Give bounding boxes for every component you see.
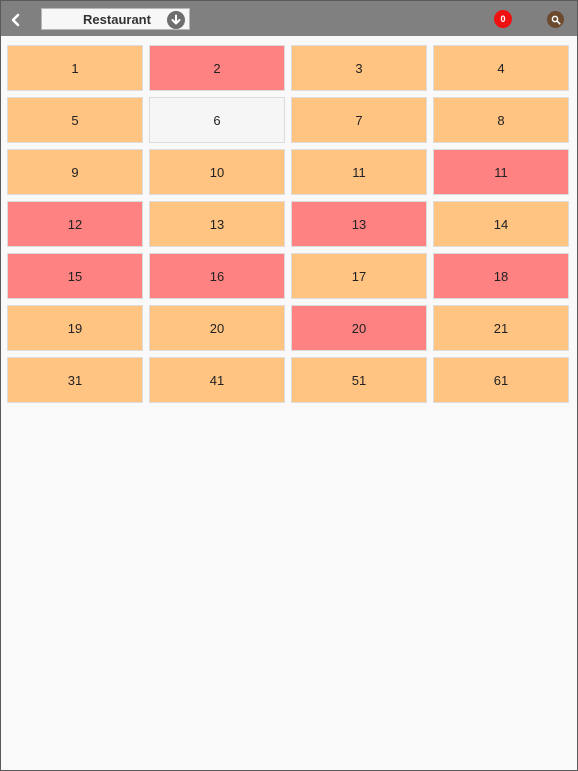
table-number: 61 <box>493 372 509 388</box>
table-number: 20 <box>351 320 367 336</box>
table-tile[interactable]: 5 <box>7 97 143 143</box>
table-tile[interactable]: 2 <box>149 45 285 91</box>
table-number: 5 <box>71 112 79 128</box>
table-tile[interactable]: 3 <box>291 45 427 91</box>
location-selector[interactable]: Restaurant <box>41 8 190 30</box>
table-tile[interactable]: 16 <box>149 253 285 299</box>
table-number: 13 <box>209 216 225 232</box>
table-number: 6 <box>213 112 221 128</box>
table-number: 10 <box>209 164 225 180</box>
table-tile[interactable]: 6 <box>149 97 285 143</box>
table-tile[interactable]: 11 <box>433 149 569 195</box>
table-tile[interactable]: 10 <box>149 149 285 195</box>
table-number: 20 <box>209 320 225 336</box>
table-number: 14 <box>493 216 509 232</box>
table-number: 12 <box>67 216 83 232</box>
table-tile[interactable]: 17 <box>291 253 427 299</box>
table-number: 41 <box>209 372 225 388</box>
table-tile[interactable]: 9 <box>7 149 143 195</box>
table-number: 11 <box>352 164 366 180</box>
table-tile[interactable]: 20 <box>149 305 285 351</box>
table-number: 17 <box>351 268 367 284</box>
location-label: Restaurant <box>83 12 151 27</box>
table-tile[interactable]: 19 <box>7 305 143 351</box>
table-number: 8 <box>497 112 505 128</box>
table-tile[interactable]: 31 <box>7 357 143 403</box>
table-number: 18 <box>493 268 509 284</box>
table-tile[interactable]: 20 <box>291 305 427 351</box>
table-number: 1 <box>71 60 79 76</box>
table-number: 13 <box>351 216 367 232</box>
table-number: 11 <box>494 164 508 180</box>
table-tile[interactable]: 15 <box>7 253 143 299</box>
arrow-down-circle-icon <box>167 11 185 29</box>
table-tile[interactable]: 51 <box>291 357 427 403</box>
table-tile[interactable]: 12 <box>7 201 143 247</box>
chevron-left-icon <box>11 13 20 27</box>
table-tile[interactable]: 11 <box>291 149 427 195</box>
table-tile[interactable]: 13 <box>291 201 427 247</box>
table-tile[interactable]: 8 <box>433 97 569 143</box>
table-tile[interactable]: 14 <box>433 201 569 247</box>
table-tile[interactable]: 7 <box>291 97 427 143</box>
table-tile[interactable]: 4 <box>433 45 569 91</box>
table-tile[interactable]: 61 <box>433 357 569 403</box>
table-number: 31 <box>67 372 83 388</box>
search-icon <box>551 15 561 25</box>
top-bar: Restaurant 0 <box>1 1 577 36</box>
table-number: 16 <box>209 268 225 284</box>
table-number: 7 <box>355 112 363 128</box>
table-grid: 1 2 3 4 5 6 7 8 9 10 11 11 12 13 13 14 15 16 17 18 19 20 20 21 3… <box>7 45 571 403</box>
table-tile[interactable]: 1 <box>7 45 143 91</box>
table-number: 21 <box>493 320 509 336</box>
table-number: 2 <box>213 60 221 76</box>
table-number: 3 <box>355 60 363 76</box>
table-tile[interactable]: 18 <box>433 253 569 299</box>
table-tile[interactable]: 21 <box>433 305 569 351</box>
notification-badge[interactable]: 0 <box>494 10 512 28</box>
table-tile[interactable]: 13 <box>149 201 285 247</box>
table-number: 15 <box>67 268 83 284</box>
table-number: 4 <box>497 60 505 76</box>
table-number: 19 <box>67 320 83 336</box>
search-button[interactable] <box>547 11 564 28</box>
table-number: 9 <box>71 164 79 180</box>
table-number: 51 <box>351 372 367 388</box>
back-button[interactable] <box>5 10 25 30</box>
table-tile[interactable]: 41 <box>149 357 285 403</box>
